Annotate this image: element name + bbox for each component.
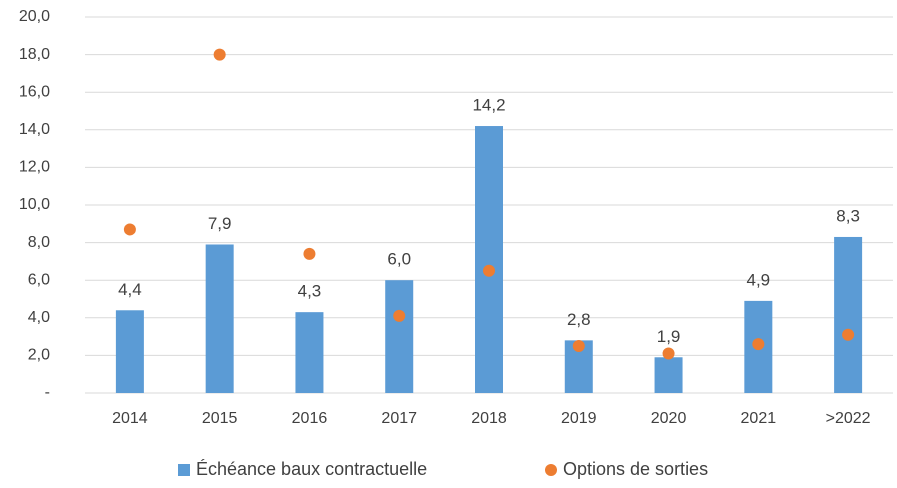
- bar: [385, 280, 414, 393]
- value-label: 1,9: [657, 327, 681, 346]
- dot: [123, 223, 136, 236]
- dot: [752, 338, 765, 351]
- x-tick-label: 2017: [381, 410, 417, 427]
- y-tick-label: 14,0: [19, 121, 50, 138]
- x-tick-label: 2014: [112, 410, 148, 427]
- x-tick-label: 2018: [471, 410, 507, 427]
- dot: [572, 340, 585, 352]
- dot: [483, 264, 495, 277]
- legend-label: Options de sorties: [563, 459, 708, 479]
- value-label: 8,3: [836, 206, 860, 225]
- y-tick-label: 6,0: [28, 271, 50, 288]
- y-tick-label: -: [45, 384, 50, 401]
- y-tick-label: 12,0: [19, 159, 50, 176]
- bar: [475, 126, 503, 393]
- value-label: 6,0: [387, 250, 411, 269]
- x-tick-label: 2019: [561, 410, 597, 427]
- y-tick-label: 10,0: [19, 196, 50, 213]
- bar: [834, 236, 863, 393]
- x-tick-label: 2015: [202, 410, 238, 427]
- dot: [662, 347, 675, 360]
- x-tick-label: 2020: [651, 410, 687, 427]
- legend-swatch: [545, 464, 557, 476]
- x-tick-label: 2016: [292, 410, 328, 427]
- bar: [115, 310, 144, 393]
- bar: [205, 244, 234, 393]
- y-tick-label: 16,0: [19, 83, 50, 100]
- dot: [213, 48, 226, 61]
- y-tick-label: 20,0: [19, 8, 50, 25]
- value-label: 2,8: [567, 310, 591, 329]
- value-label: 14,2: [472, 96, 505, 115]
- value-label: 4,9: [747, 270, 771, 289]
- y-tick-label: 4,0: [28, 309, 50, 326]
- legend-label: Échéance baux contractuelle: [196, 459, 427, 479]
- x-tick-label: >2022: [826, 410, 871, 427]
- y-tick-label: 18,0: [19, 46, 50, 63]
- dot: [393, 309, 406, 322]
- value-label: 4,4: [118, 280, 142, 299]
- bar: [654, 357, 683, 393]
- legend-swatch: [178, 464, 190, 476]
- value-label: 4,3: [298, 282, 322, 301]
- dot: [303, 247, 316, 260]
- y-tick-label: 2,0: [28, 347, 50, 364]
- value-label: 7,9: [208, 214, 232, 233]
- bar: [295, 312, 324, 393]
- y-tick-label: 8,0: [28, 234, 50, 251]
- dot: [842, 328, 855, 341]
- x-tick-label: 2021: [741, 410, 777, 427]
